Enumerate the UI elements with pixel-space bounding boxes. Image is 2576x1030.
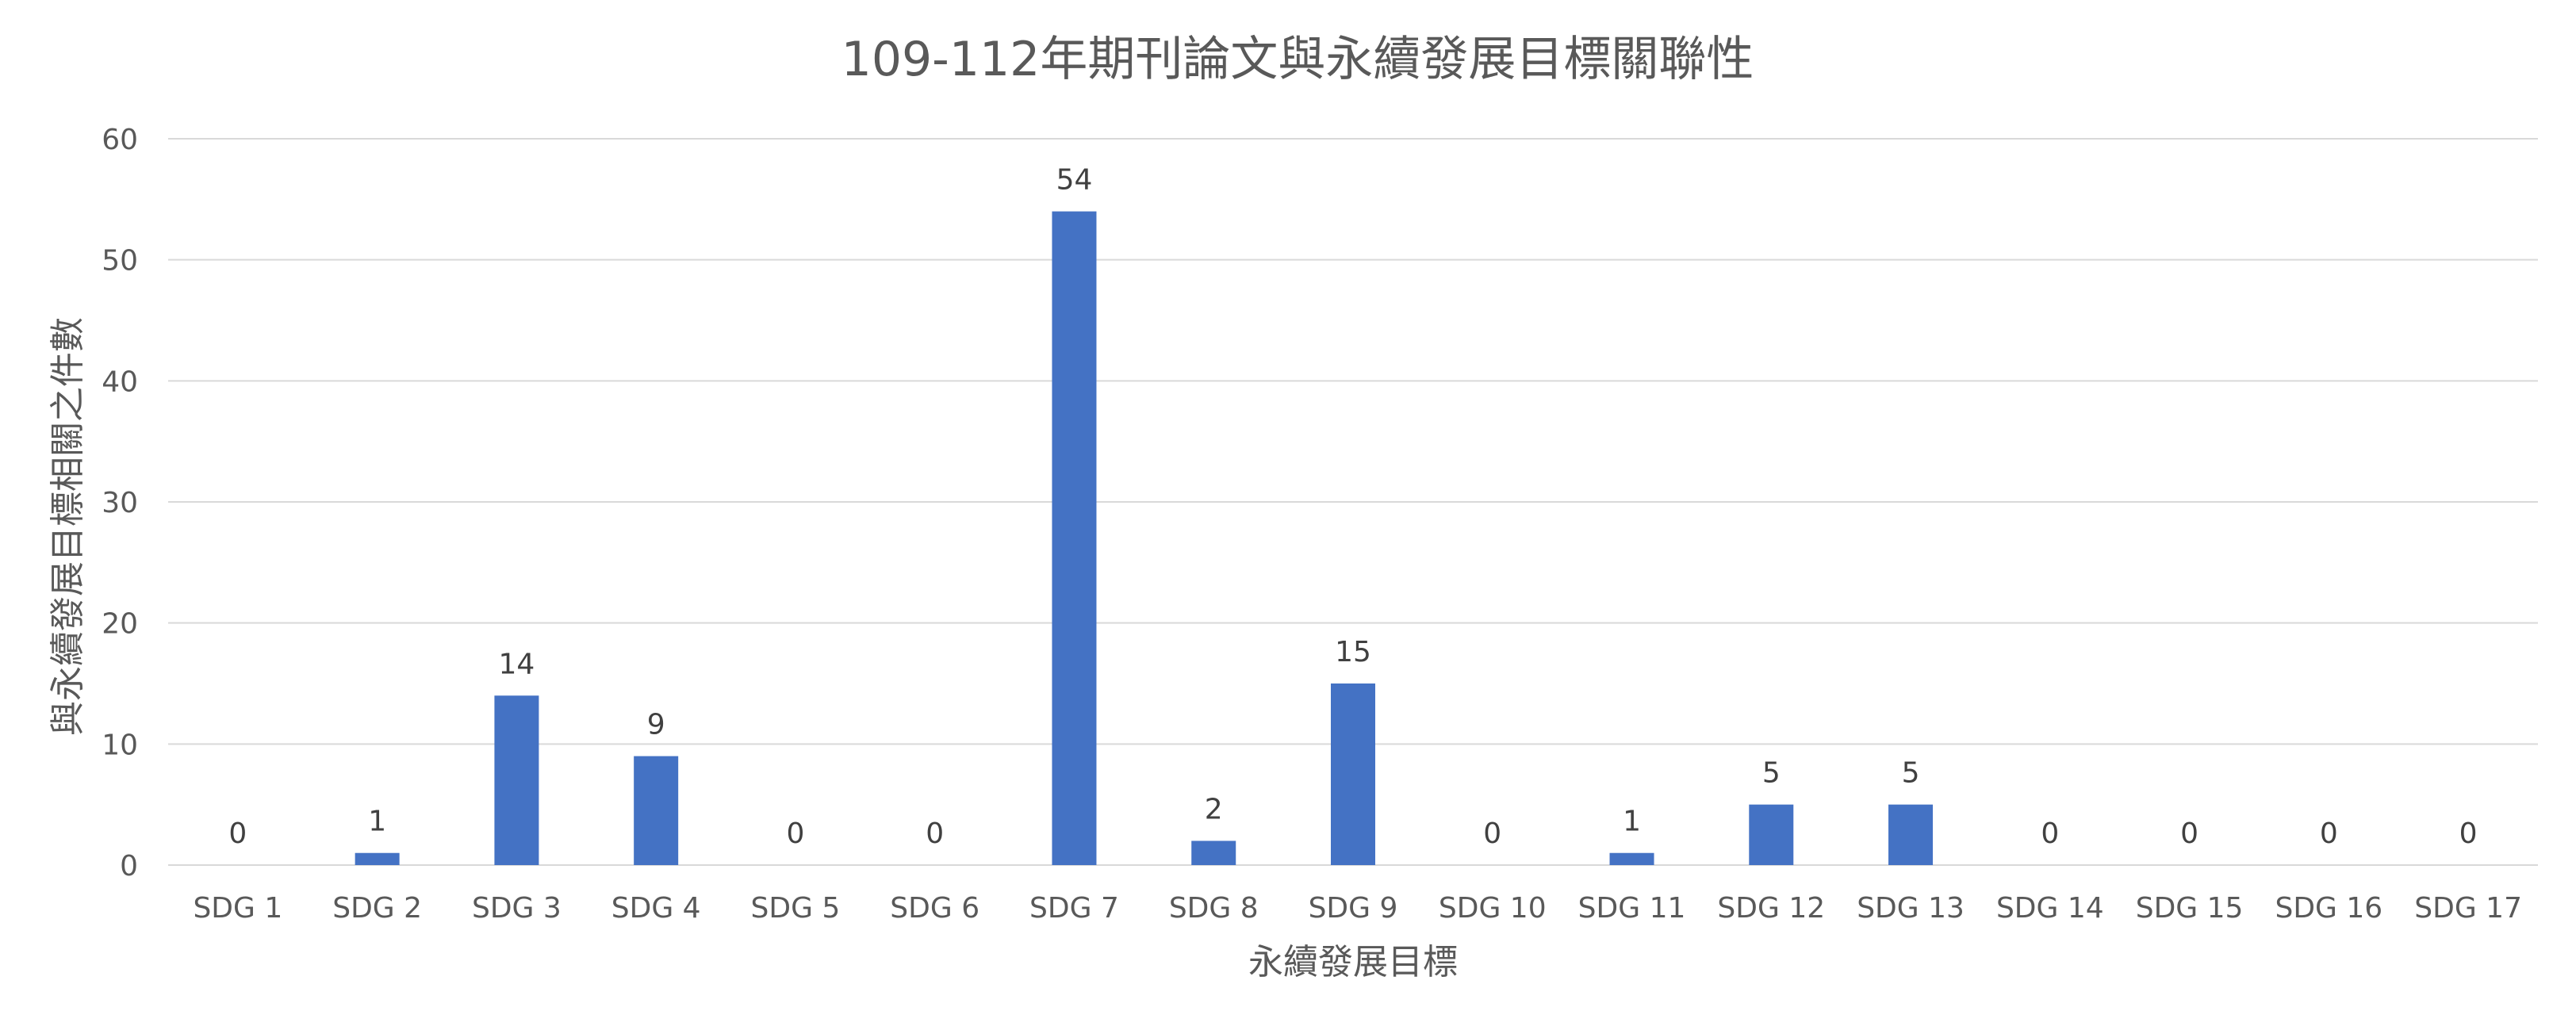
y-axis-title: 與永續發展目標相關之件數: [48, 317, 88, 736]
x-tick-label: SDG 13: [1857, 892, 1965, 925]
data-label: 0: [2041, 817, 2059, 850]
data-label: 15: [1335, 636, 1371, 668]
bar-sdg-7: [1052, 211, 1097, 866]
data-label: 0: [228, 817, 247, 850]
bars: [355, 211, 1934, 866]
bar-sdg-13: [1888, 804, 1934, 865]
x-tick-label: SDG 2: [332, 892, 422, 925]
x-tick-label: SDG 1: [193, 892, 282, 925]
x-tick-label: SDG 11: [1578, 892, 1686, 925]
x-tick-label: SDG 16: [2275, 892, 2382, 925]
x-tick-label: SDG 8: [1169, 892, 1259, 925]
data-label: 0: [2459, 817, 2478, 850]
bar-sdg-2: [355, 852, 400, 865]
x-axis-title: 永續發展目標: [1248, 942, 1458, 982]
x-tick-label: SDG 4: [611, 892, 701, 925]
x-tick-label: SDG 12: [1717, 892, 1825, 925]
bar-sdg-12: [1749, 804, 1794, 865]
bar-sdg-4: [634, 756, 679, 865]
x-tick-label: SDG 14: [1996, 892, 2104, 925]
y-tick-label: 30: [102, 487, 138, 519]
data-label: 54: [1056, 164, 1093, 197]
data-label: 0: [786, 817, 804, 850]
y-tick-label: 60: [102, 124, 138, 156]
data-label: 0: [2180, 817, 2198, 850]
x-tick-label: SDG 9: [1309, 892, 1398, 925]
y-tick-label: 50: [102, 245, 138, 278]
data-label: 0: [926, 817, 944, 850]
x-tick-label: SDG 10: [1439, 892, 1547, 925]
data-label: 0: [1483, 817, 1501, 850]
data-label: 1: [1623, 806, 1641, 838]
y-tick-label: 0: [120, 850, 138, 883]
x-tick-label: SDG 7: [1029, 892, 1119, 925]
x-tick-label: SDG 6: [890, 892, 979, 925]
y-axis-ticks: 0 10 20 30 40 50 60: [102, 124, 138, 883]
data-label: 5: [1902, 757, 1920, 790]
data-label: 5: [1762, 757, 1781, 790]
x-tick-label: SDG 3: [472, 892, 562, 925]
y-tick-label: 40: [102, 366, 138, 398]
bar-sdg-8: [1191, 840, 1236, 865]
bar-sdg-3: [494, 695, 539, 865]
data-label: 14: [499, 648, 535, 680]
chart-title: 109-112年期刊論文與永續發展目標關聯性: [841, 32, 1754, 87]
x-axis-ticks: SDG 1 SDG 2 SDG 3 SDG 4 SDG 5 SDG 6 SDG 7 SDG 8…: [193, 892, 2522, 925]
data-label: 9: [647, 709, 665, 741]
data-label: 1: [368, 806, 386, 838]
bar-sdg-9: [1331, 683, 1375, 865]
x-tick-label: SDG 5: [751, 892, 841, 925]
x-tick-label: SDG 17: [2414, 892, 2522, 925]
y-tick-label: 10: [102, 729, 138, 761]
x-tick-label: SDG 15: [2136, 892, 2244, 925]
y-tick-label: 20: [102, 608, 138, 641]
bar-sdg-11: [1609, 852, 1654, 865]
gridlines: [168, 138, 2538, 866]
data-label: 2: [1205, 793, 1223, 825]
data-label: 0: [2320, 817, 2338, 850]
